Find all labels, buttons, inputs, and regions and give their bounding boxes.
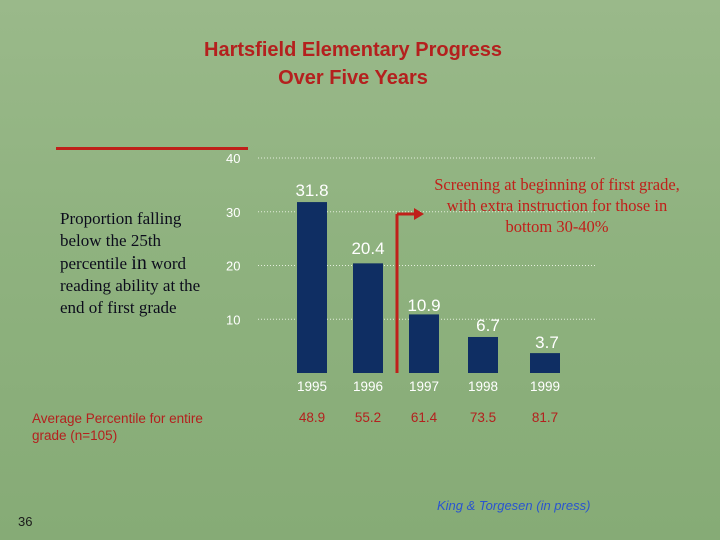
value-label-1997: 10.9	[407, 296, 440, 315]
bar-1998	[468, 336, 498, 373]
y-axis-label-part-3: word reading ability at the end of first…	[60, 254, 201, 317]
bar-1997	[409, 314, 439, 373]
slide-number: 36	[18, 514, 33, 529]
average-percentile-1999: 81.7	[532, 410, 558, 425]
x-tick-label-1997: 1997	[409, 379, 439, 394]
y-tick-label-10: 10	[226, 312, 240, 327]
y-tick-label-40: 40	[226, 151, 240, 166]
chart-title: Hartsfield Elementary Progress Over Five…	[0, 36, 706, 92]
average-percentile-label: Average Percentile for entire grade (n=1…	[32, 411, 203, 443]
x-tick-label-1995: 1995	[297, 379, 327, 394]
y-tick-label-20: 20	[226, 259, 240, 274]
title-line-1: Hartsfield Elementary Progress	[204, 39, 502, 61]
average-percentile-1995: 48.9	[299, 410, 325, 425]
value-label-1996: 20.4	[351, 239, 384, 258]
title-underline	[56, 147, 248, 150]
intervention-annotation: Screening at beginning of first grade, w…	[434, 175, 680, 236]
title-line-2: Over Five Years	[278, 67, 428, 89]
intervention-arrowhead	[414, 208, 424, 220]
y-axis-label-part-1: Proportion falling below the 25th percen…	[60, 209, 182, 273]
bar-1995	[297, 202, 327, 373]
x-tick-label-1999: 1999	[530, 379, 560, 394]
bar-1996	[353, 263, 383, 373]
x-tick-label-1998: 1998	[468, 379, 498, 394]
y-axis-label-part-2: in	[131, 252, 147, 274]
y-axis-label: Proportion falling below the 25th percen…	[60, 208, 220, 319]
value-label-1995: 31.8	[295, 181, 328, 200]
average-percentile-1996: 55.2	[355, 410, 381, 425]
average-percentile-1998: 73.5	[470, 410, 496, 425]
y-tick-label-30: 30	[226, 205, 240, 220]
value-label-1998: 6.7	[476, 316, 500, 335]
x-tick-label-1996: 1996	[353, 379, 383, 394]
bar-1999	[530, 353, 560, 373]
source-citation: King & Torgesen (in press)	[437, 498, 591, 513]
value-label-1999: 3.7	[535, 333, 559, 352]
average-percentile-1997: 61.4	[411, 410, 438, 425]
